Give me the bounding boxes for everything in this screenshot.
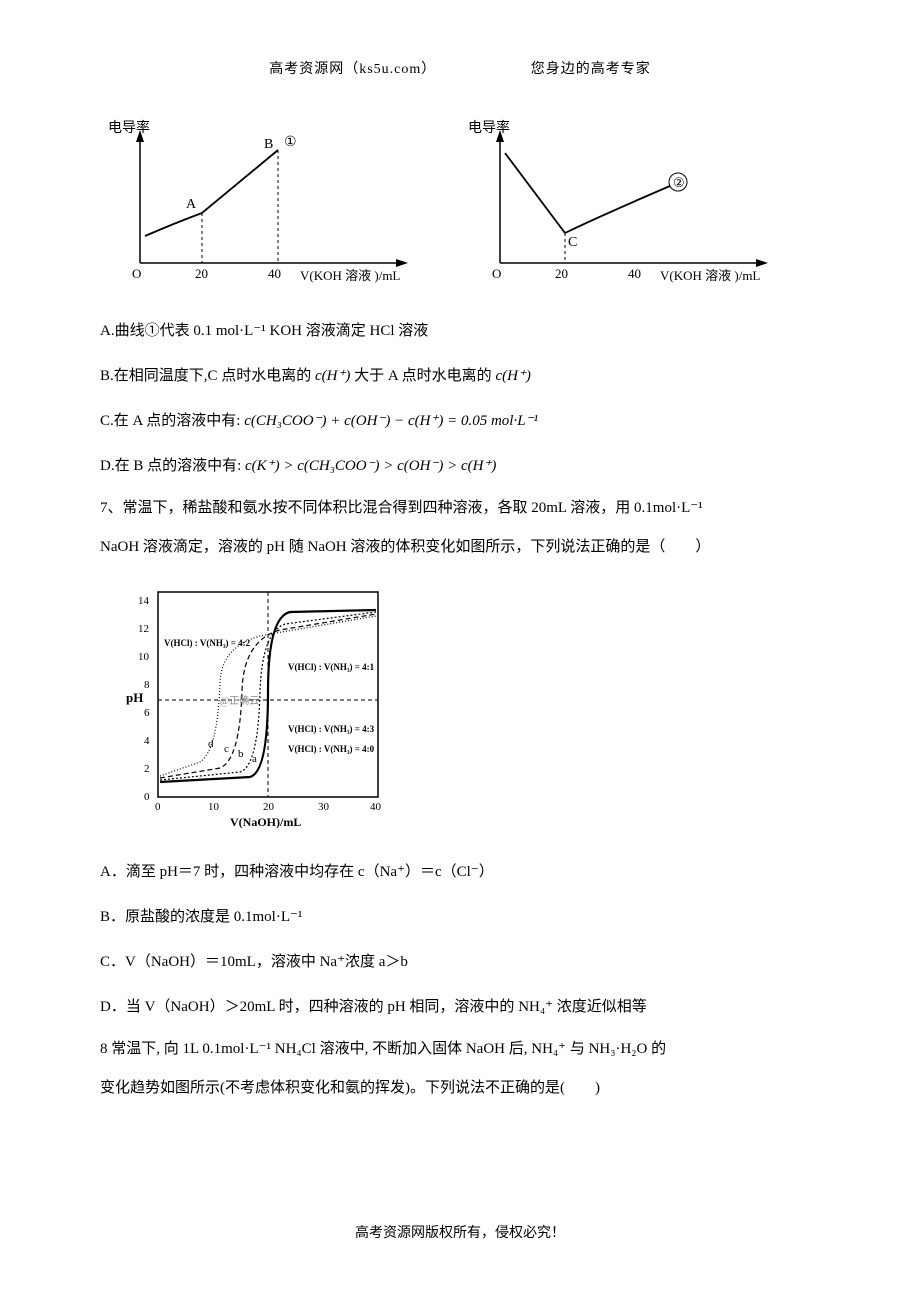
svg-text:A: A — [186, 197, 197, 212]
svg-text:20: 20 — [555, 266, 568, 281]
q8-line2: 变化趋势如图所示(不考虑体积变化和氨的挥发)。下列说法不正确的是( ) — [100, 1072, 820, 1105]
q7-line1: 7、常温下，稀盐酸和氨水按不同体积比混合得到四种溶液，各取 20mL 溶液，用 … — [100, 492, 820, 525]
svg-text:20: 20 — [263, 801, 275, 813]
svg-text:d: d — [208, 738, 214, 750]
conductivity-chart-1: 电导率 O 20 40 V(KOH 溶液 )/mL A B ① — [100, 118, 430, 288]
circled-1-icon: ① — [284, 135, 297, 150]
svg-text:10: 10 — [208, 801, 220, 813]
tit-xlabel: V(NaOH)/mL — [230, 815, 301, 829]
tit-ylabel: pH — [126, 690, 143, 705]
svg-text:12: 12 — [138, 623, 149, 635]
content: 电导率 O 20 40 V(KOH 溶液 )/mL A B ① 电导率 O 20… — [100, 78, 820, 1105]
svg-text:V(HCl) : V(NH₃) = 4:2: V(HCl) : V(NH₃) = 4:2 — [164, 638, 251, 648]
svg-text:O: O — [132, 266, 141, 281]
watermark: @正确云 — [220, 694, 259, 707]
svg-text:C: C — [568, 235, 577, 250]
svg-text:V(HCl) : V(NH₃) = 4:1: V(HCl) : V(NH₃) = 4:1 — [288, 662, 375, 672]
page-footer: 高考资源网版权所有，侵权必究！ — [0, 1222, 920, 1242]
svg-text:O: O — [492, 266, 501, 281]
chart1-xlabel: V(KOH 溶液 )/mL — [300, 268, 400, 283]
header-right: 您身边的高考专家 — [531, 58, 651, 78]
svg-text:c: c — [224, 743, 229, 755]
option-c: C.在 A 点的溶液中有: c(CH₃COO⁻) + c(OH⁻) − c(H⁺… — [100, 402, 820, 441]
header-left: 高考资源网（ks5u.com） — [269, 58, 436, 78]
q7-option-a: A．滴至 pH＝7 时，四种溶液中均存在 c（Na⁺）＝c（Cl⁻） — [100, 853, 820, 892]
svg-text:V(HCl) : V(NH₃) = 4:0: V(HCl) : V(NH₃) = 4:0 — [288, 744, 375, 754]
chart2-ylabel: 电导率 — [468, 119, 510, 136]
page-header: 高考资源网（ks5u.com） 您身边的高考专家 — [100, 0, 820, 78]
q7-line2: NaOH 溶液滴定，溶液的 pH 随 NaOH 溶液的体积变化如图所示，下列说法… — [100, 531, 820, 564]
chart1-ylabel: 电导率 — [108, 119, 150, 136]
svg-text:0: 0 — [155, 801, 161, 813]
svg-text:4: 4 — [144, 735, 150, 747]
q7-option-d: D．当 V（NaOH）＞20mL 时，四种溶液的 pH 相同，溶液中的 NH₄⁺… — [100, 988, 820, 1027]
conductivity-chart-2: 电导率 O 20 40 V(KOH 溶液 )/mL C ② — [460, 118, 790, 288]
svg-text:a: a — [252, 753, 257, 765]
q7-option-c: C．V（NaOH）＝10mL，溶液中 Na⁺浓度 a＞b — [100, 943, 820, 982]
chart2-xlabel: V(KOH 溶液 )/mL — [660, 268, 760, 283]
svg-text:40: 40 — [370, 801, 382, 813]
svg-text:2: 2 — [144, 763, 150, 775]
q8-line1: 8 常温下, 向 1L 0.1mol·L⁻¹ NH₄Cl 溶液中, 不断加入固体… — [100, 1033, 820, 1066]
svg-text:14: 14 — [138, 595, 150, 607]
svg-text:20: 20 — [195, 266, 208, 281]
svg-text:10: 10 — [138, 651, 150, 663]
svg-text:b: b — [238, 748, 244, 760]
option-b: B.在相同温度下,C 点时水电离的 c(H⁺) 大于 A 点时水电离的 c(H⁺… — [100, 357, 820, 396]
svg-text:40: 40 — [628, 266, 641, 281]
svg-text:40: 40 — [268, 266, 281, 281]
xticks: 0 10 20 30 40 — [155, 801, 382, 813]
svg-text:V(HCl) : V(NH₃) = 4:3: V(HCl) : V(NH₃) = 4:3 — [288, 724, 375, 734]
titration-chart: 0 2 4 6 8 10 12 14 pH 0 10 20 30 40 V(NaOH)/mL a… — [120, 582, 420, 832]
circled-2-icon: ② — [673, 175, 685, 190]
svg-text:B: B — [264, 137, 273, 152]
q7-option-b: B．原盐酸的浓度是 0.1mol·L⁻¹ — [100, 898, 820, 937]
option-d: D.在 B 点的溶液中有: c(K⁺) > c(CH₃COO⁻) > c(OH⁻… — [100, 447, 820, 486]
svg-text:0: 0 — [144, 791, 150, 803]
svg-text:6: 6 — [144, 707, 150, 719]
svg-text:8: 8 — [144, 679, 150, 691]
svg-text:30: 30 — [318, 801, 330, 813]
option-a: A.曲线①代表 0.1 mol·L⁻¹ KOH 溶液滴定 HCl 溶液 — [100, 312, 820, 351]
charts-row: 电导率 O 20 40 V(KOH 溶液 )/mL A B ① 电导率 O 20… — [100, 118, 820, 288]
